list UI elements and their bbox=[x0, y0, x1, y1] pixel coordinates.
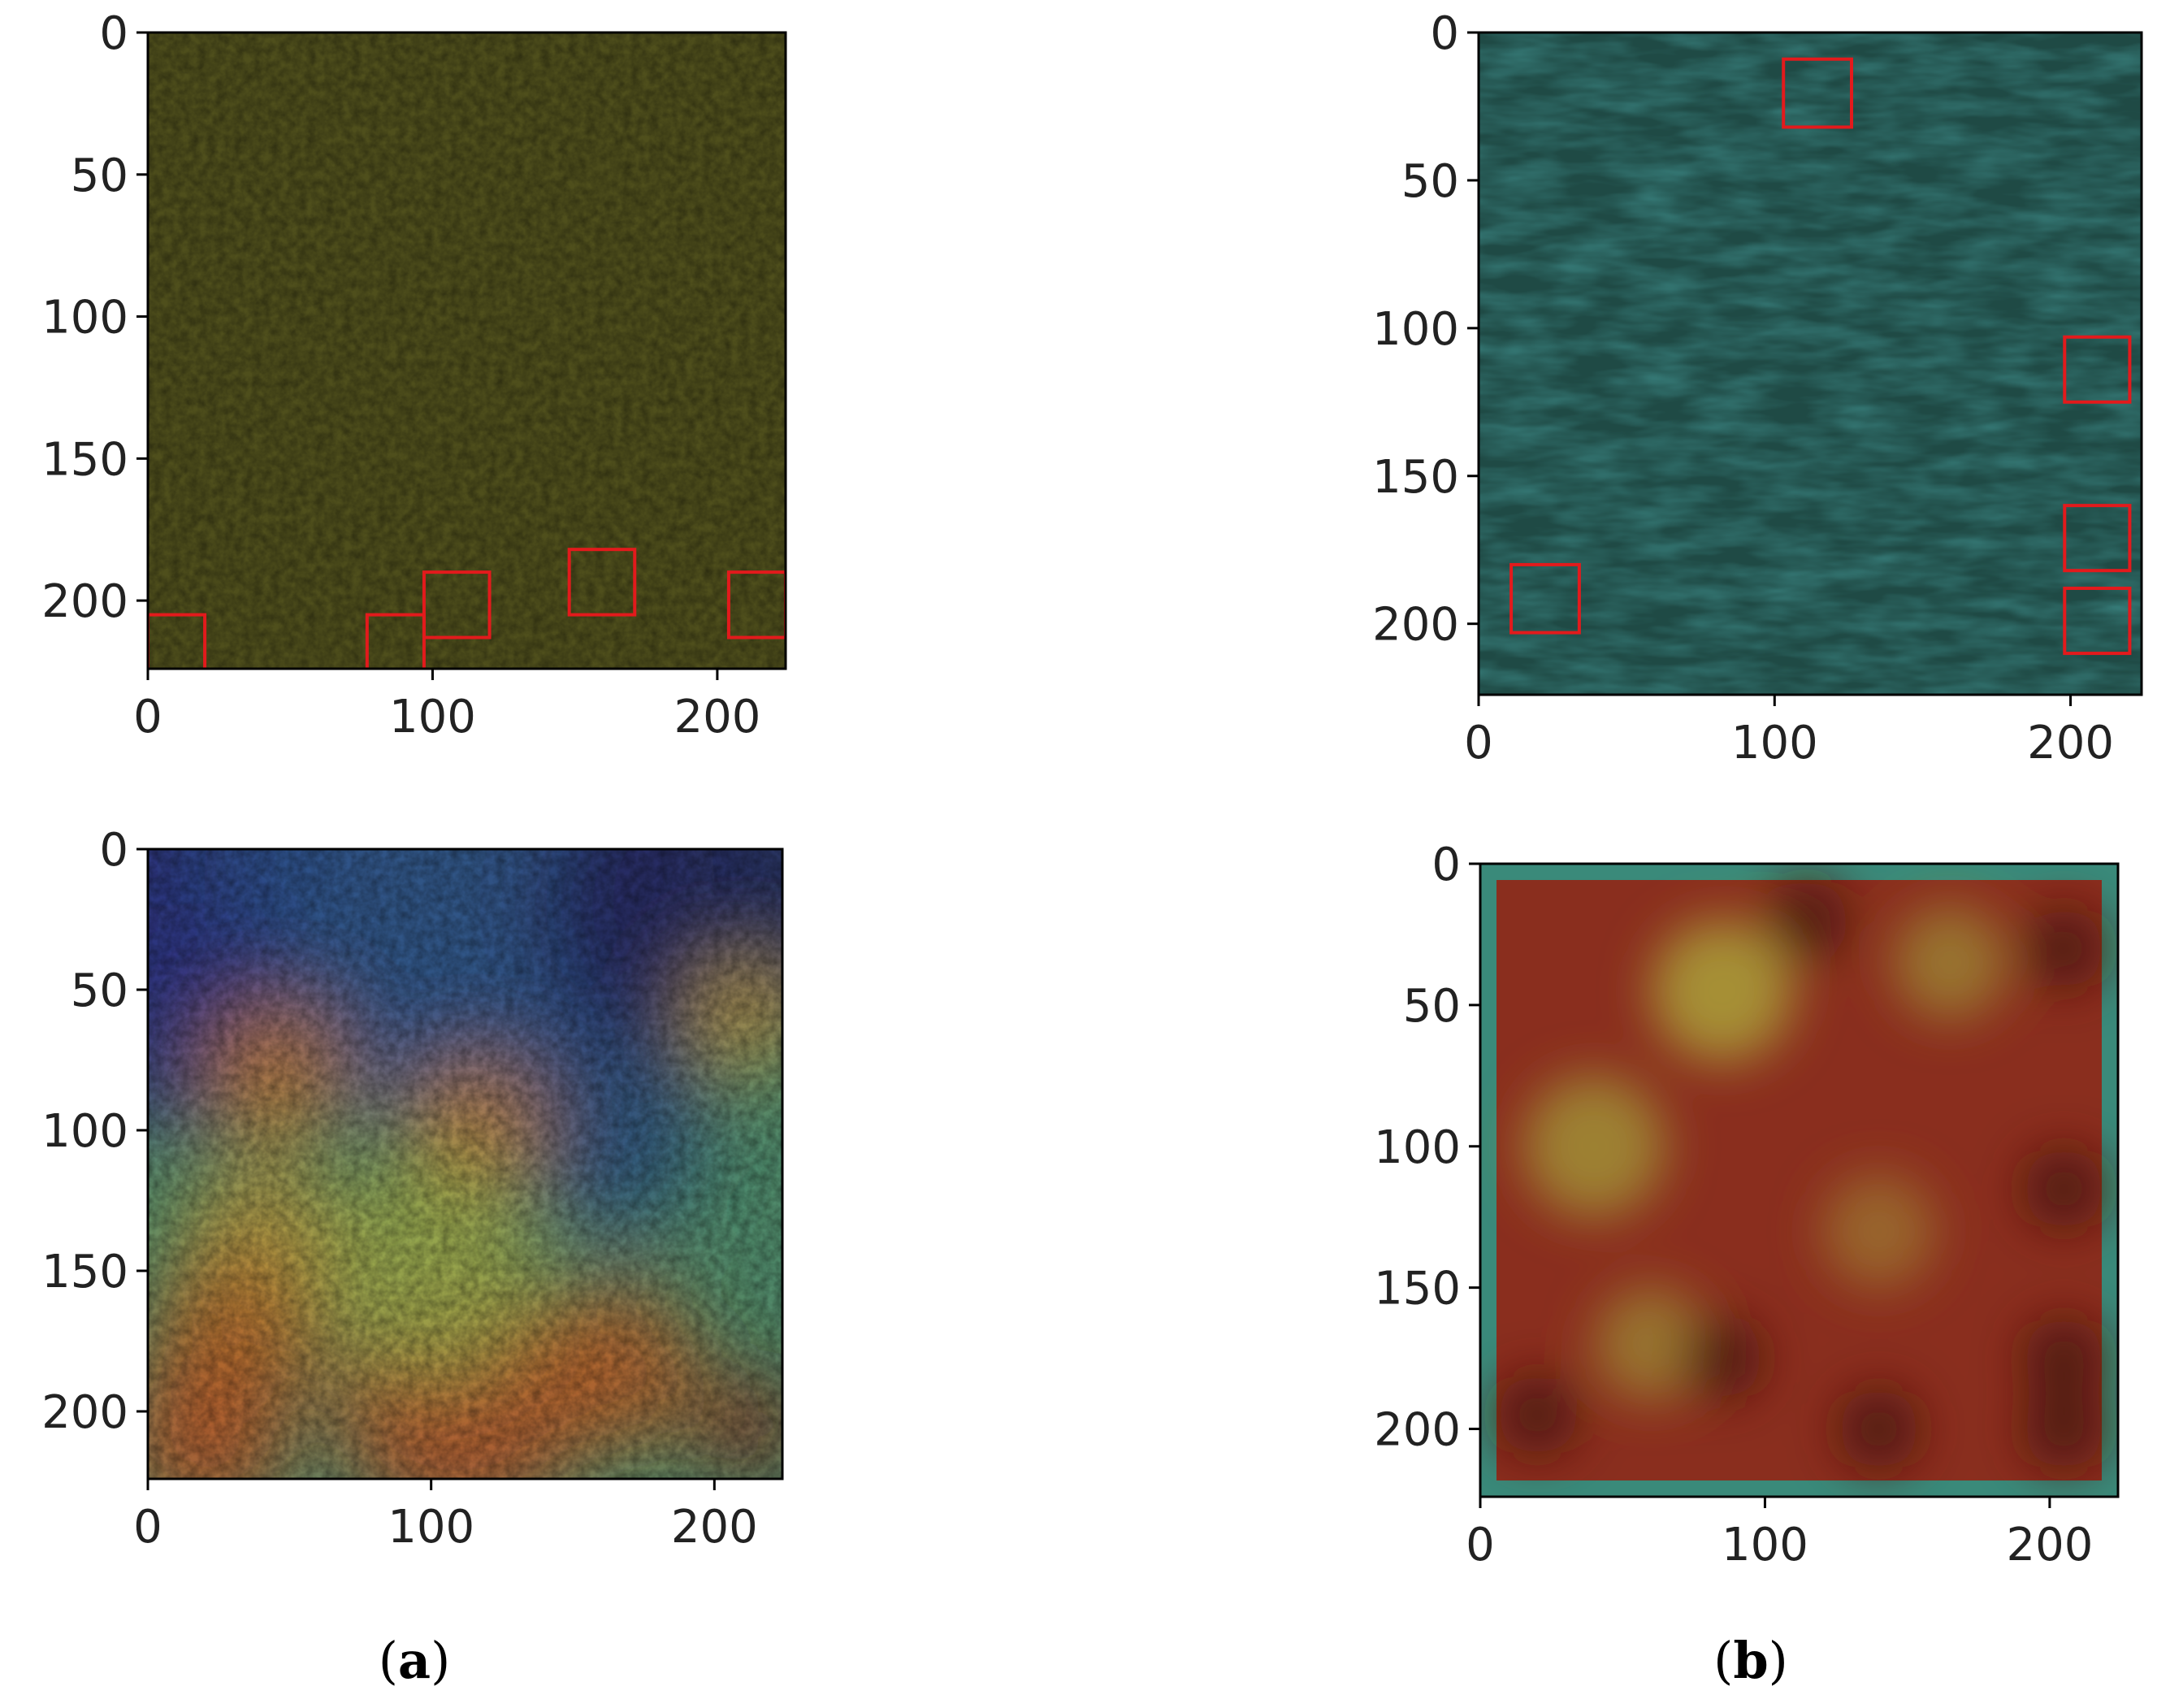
texture-overlay bbox=[148, 33, 786, 669]
defect-box-2 bbox=[422, 570, 492, 639]
y-tick-label: 150 bbox=[1372, 451, 1459, 504]
y-tick-label: 150 bbox=[41, 433, 128, 486]
y-tick-label: 50 bbox=[1401, 155, 1459, 208]
y-tick-label: 50 bbox=[1403, 980, 1461, 1033]
x-tick-label: 0 bbox=[1464, 717, 1493, 769]
y-tick-label: 150 bbox=[41, 1246, 128, 1298]
heat-spot-6 bbox=[2024, 908, 2104, 989]
y-tick-label: 100 bbox=[1374, 1121, 1461, 1174]
x-tick-label: 200 bbox=[674, 691, 760, 743]
heat-spot-0 bbox=[1651, 919, 1794, 1063]
defect-box-4 bbox=[1509, 562, 1581, 635]
heat-spot-1 bbox=[1522, 1075, 1665, 1218]
heat-spot-10 bbox=[1497, 1375, 1578, 1455]
x-tick-label: 100 bbox=[1731, 717, 1818, 769]
y-tick-label: 50 bbox=[71, 965, 128, 1017]
heat-spot-5 bbox=[1767, 880, 1848, 960]
y-tick-label: 200 bbox=[41, 1386, 128, 1439]
y-tick-label: 50 bbox=[71, 150, 128, 202]
x-tick-label: 0 bbox=[133, 691, 162, 743]
defect-box-3 bbox=[567, 548, 637, 617]
y-tick-label: 0 bbox=[1432, 839, 1461, 891]
panel-b-bottom: 0 100 200 0 50 100 150 200 bbox=[1374, 839, 2120, 1571]
panel-a-top: 0 100 200 0 50 100 150 200 bbox=[41, 7, 787, 743]
caption-a: (a) bbox=[379, 1631, 451, 1690]
y-tick-label: 0 bbox=[1430, 7, 1459, 60]
y-tick-label: 100 bbox=[41, 292, 128, 345]
y-tick-label: 0 bbox=[99, 824, 128, 877]
image-a-bottom bbox=[148, 849, 782, 1479]
heat-spot-12 bbox=[1839, 1389, 1919, 1469]
axes-frame bbox=[146, 31, 787, 670]
image-b-top bbox=[1479, 33, 2142, 695]
defect-box-0 bbox=[1782, 57, 1854, 129]
defect-box-1 bbox=[365, 613, 426, 669]
axes-frame bbox=[146, 847, 784, 1480]
x-tick-label: 100 bbox=[389, 691, 476, 743]
y-tick-label: 100 bbox=[41, 1105, 128, 1158]
y-tick-label: 200 bbox=[1374, 1404, 1461, 1457]
heat-spot-4 bbox=[1594, 1287, 1709, 1402]
texture-overlay bbox=[1479, 33, 2142, 695]
defect-box-3 bbox=[2063, 587, 2132, 656]
axes-frame bbox=[1477, 31, 2143, 696]
heat-spot-9 bbox=[2024, 1389, 2104, 1469]
x-tick-label: 100 bbox=[1722, 1519, 1808, 1571]
x-tick-label: 200 bbox=[671, 1501, 758, 1554]
heat-spot-3 bbox=[1821, 1174, 1936, 1289]
y-tick-label: 0 bbox=[99, 7, 128, 60]
heat-spot-7 bbox=[2024, 1148, 2104, 1229]
axes-frame bbox=[1479, 862, 2120, 1498]
heat-spot-11 bbox=[1682, 1318, 1762, 1398]
caption-b: (b) bbox=[1713, 1631, 1788, 1690]
defect-box-0 bbox=[148, 613, 207, 669]
x-tick-label: 0 bbox=[1466, 1519, 1495, 1571]
defect-box-2 bbox=[2063, 504, 2132, 573]
panel-a-bottom: 0 100 200 0 50 100 150 200 bbox=[41, 824, 784, 1554]
x-tick-label: 0 bbox=[133, 1501, 162, 1554]
y-tick-label: 100 bbox=[1372, 303, 1459, 356]
x-tick-label: 200 bbox=[2006, 1519, 2093, 1571]
heat-spot-8 bbox=[2024, 1318, 2104, 1398]
texture-overlay bbox=[148, 849, 782, 1479]
y-tick-label: 200 bbox=[1372, 599, 1459, 652]
image-a-top bbox=[148, 33, 786, 669]
x-tick-label: 100 bbox=[388, 1501, 474, 1554]
y-tick-label: 200 bbox=[41, 575, 128, 628]
panel-b-top: 0 100 200 0 50 100 150 200 bbox=[1372, 7, 2143, 769]
defect-box-1 bbox=[2063, 335, 2132, 404]
image-b-bottom bbox=[1480, 864, 2118, 1497]
x-tick-label: 200 bbox=[2027, 717, 2114, 769]
y-tick-label: 150 bbox=[1374, 1263, 1461, 1316]
heat-spot-2 bbox=[1893, 905, 2008, 1020]
